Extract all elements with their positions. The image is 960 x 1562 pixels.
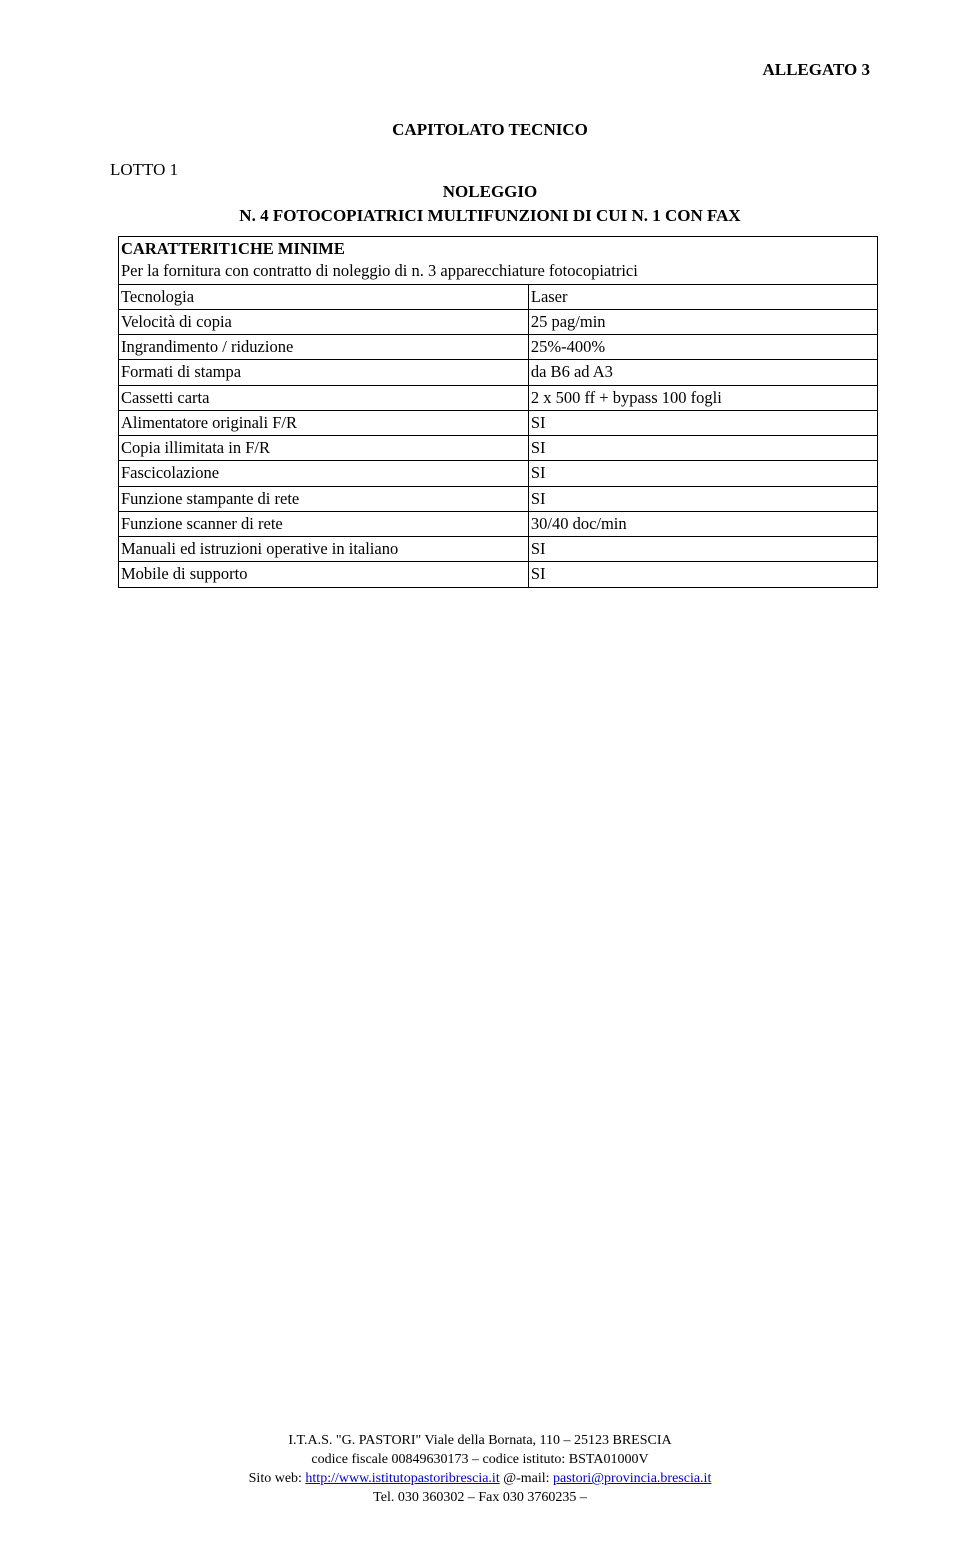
lotto-label: LOTTO 1 — [110, 160, 870, 180]
footer-line-1: I.T.A.S. "G. PASTORI" Viale della Bornat… — [0, 1432, 960, 1451]
cell-val: SI — [528, 410, 877, 435]
table-row: Formati di stampada B6 ad A3 — [119, 360, 878, 385]
cell-val: Laser — [528, 284, 877, 309]
spec-table: CARATTERIT1CHE MINIME Per la fornitura c… — [118, 236, 878, 588]
cell-key: Copia illimitata in F/R — [119, 436, 529, 461]
table-row: TecnologiaLaser — [119, 284, 878, 309]
footer-mail-link[interactable]: pastori@provincia.brescia.it — [553, 1471, 711, 1486]
table-row: Copia illimitata in F/RSI — [119, 436, 878, 461]
table-header-row: CARATTERIT1CHE MINIME Per la fornitura c… — [119, 237, 878, 285]
table-row: Cassetti carta2 x 500 ff + bypass 100 fo… — [119, 385, 878, 410]
cell-val: SI — [528, 537, 877, 562]
cell-val: 2 x 500 ff + bypass 100 fogli — [528, 385, 877, 410]
cell-key: Ingrandimento / riduzione — [119, 335, 529, 360]
table-row: Funzione stampante di reteSI — [119, 486, 878, 511]
cell-key: Manuali ed istruzioni operative in itali… — [119, 537, 529, 562]
cell-key: Fascicolazione — [119, 461, 529, 486]
page-footer: I.T.A.S. "G. PASTORI" Viale della Bornat… — [0, 1432, 960, 1508]
footer-line-2: codice fiscale 00849630173 – codice isti… — [0, 1451, 960, 1470]
cell-key: Cassetti carta — [119, 385, 529, 410]
table-row: Funzione scanner di rete30/40 doc/min — [119, 511, 878, 536]
cell-key: Alimentatore originali F/R — [119, 410, 529, 435]
footer-line-3: Sito web: http://www.istitutopastoribres… — [0, 1470, 960, 1489]
title-capitolato: CAPITOLATO TECNICO — [110, 120, 870, 140]
footer-org-quote: "G. PASTORI" — [336, 1433, 421, 1448]
cell-val: da B6 ad A3 — [528, 360, 877, 385]
footer-mail-label: @-mail: — [500, 1471, 553, 1486]
cell-val: 30/40 doc/min — [528, 511, 877, 536]
cell-key: Funzione scanner di rete — [119, 511, 529, 536]
footer-org-pre: I.T.A.S. — [288, 1433, 336, 1448]
cell-key: Mobile di supporto — [119, 562, 529, 587]
table-header-label: CARATTERIT1CHE MINIME — [121, 239, 345, 258]
cell-val: SI — [528, 562, 877, 587]
cell-key: Velocità di copia — [119, 309, 529, 334]
cell-val: 25%-400% — [528, 335, 877, 360]
footer-web-label: Sito web: — [249, 1471, 306, 1486]
cell-key: Tecnologia — [119, 284, 529, 309]
table-header-desc: Per la fornitura con contratto di nolegg… — [121, 261, 638, 280]
footer-org-post: Viale della Bornata, 110 – 25123 BRESCIA — [421, 1433, 671, 1448]
title-line: N. 4 FOTOCOPIATRICI MULTIFUNZIONI DI CUI… — [110, 206, 870, 226]
table-row: FascicolazioneSI — [119, 461, 878, 486]
cell-key: Funzione stampante di rete — [119, 486, 529, 511]
cell-val: SI — [528, 461, 877, 486]
cell-val: SI — [528, 436, 877, 461]
table-row: Mobile di supportoSI — [119, 562, 878, 587]
cell-key: Formati di stampa — [119, 360, 529, 385]
title-noleggio: NOLEGGIO — [110, 182, 870, 202]
table-row: Alimentatore originali F/RSI — [119, 410, 878, 435]
table-row: Velocità di copia25 pag/min — [119, 309, 878, 334]
footer-web-link[interactable]: http://www.istitutopastoribrescia.it — [305, 1471, 499, 1486]
footer-line-4: Tel. 030 360302 – Fax 030 3760235 – — [0, 1489, 960, 1508]
table-row: Manuali ed istruzioni operative in itali… — [119, 537, 878, 562]
allegato-label: ALLEGATO 3 — [110, 60, 870, 80]
cell-val: 25 pag/min — [528, 309, 877, 334]
cell-val: SI — [528, 486, 877, 511]
table-row: Ingrandimento / riduzione25%-400% — [119, 335, 878, 360]
